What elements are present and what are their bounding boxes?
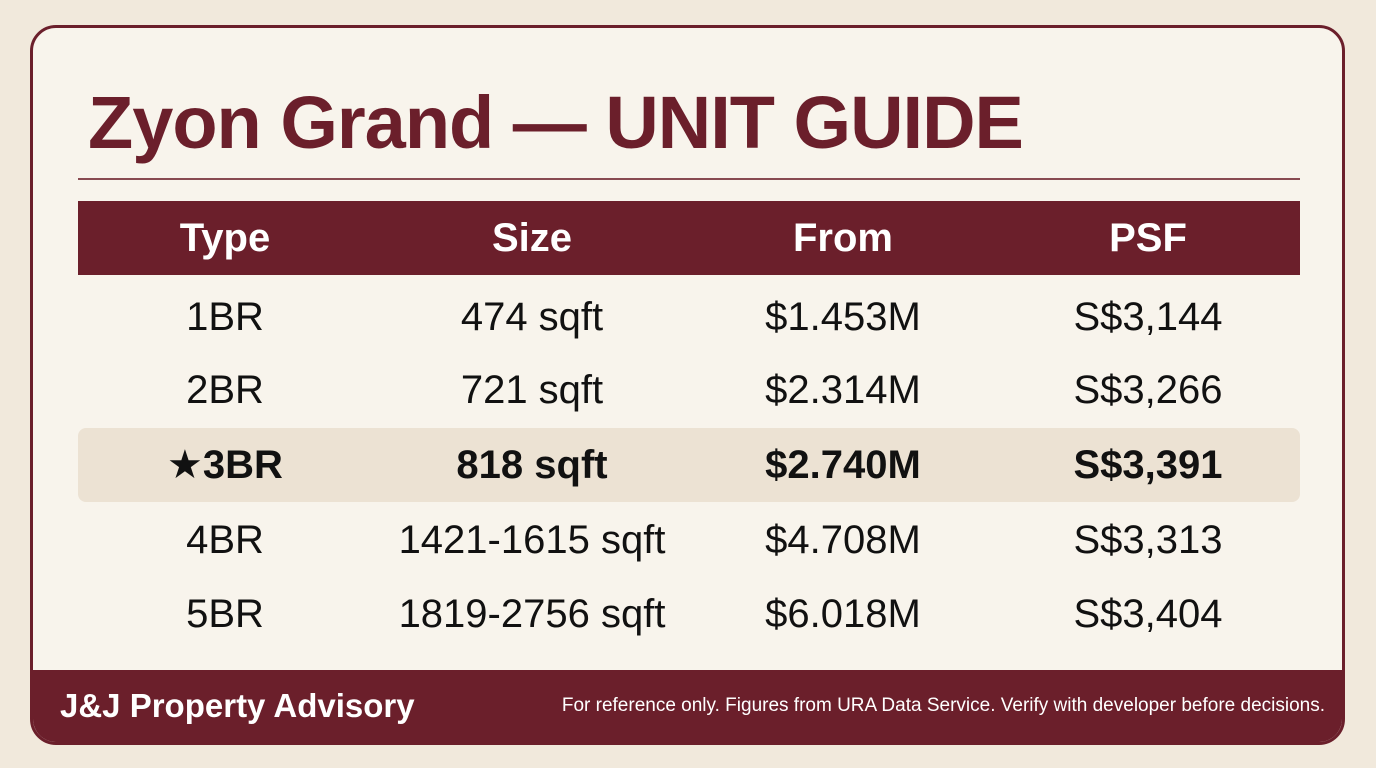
disclaimer: For reference only. Figures from URA Dat… bbox=[561, 695, 1325, 716]
column-header: Type bbox=[179, 216, 271, 260]
table-row: 1BR 474 sqft $1.453M S$3,144 bbox=[78, 280, 1300, 354]
cell: $6.018M bbox=[765, 592, 921, 636]
table-row: 4BR 1421-1615 sqft $4.708M S$3,313 bbox=[78, 503, 1300, 577]
cell: 474 sqft bbox=[460, 295, 604, 339]
column-header: Size bbox=[491, 216, 573, 260]
title: Zyon Grand — UNIT GUIDE bbox=[88, 81, 1024, 164]
table-row: 2BR 721 sqft $2.314M S$3,266 bbox=[78, 353, 1300, 427]
cell: 721 sqft bbox=[460, 368, 604, 412]
cell: S$3,313 bbox=[1073, 518, 1223, 562]
cell: $1.453M bbox=[765, 295, 921, 339]
table-header: Type Size From PSF bbox=[78, 201, 1300, 275]
cell: S$3,391 bbox=[1073, 443, 1223, 487]
column-header: PSF bbox=[1109, 216, 1187, 260]
cell: 1421-1615 sqft bbox=[398, 518, 666, 562]
cell: 2BR bbox=[186, 368, 264, 412]
cell: S$3,404 bbox=[1073, 592, 1223, 636]
highlighted-row: ★3BR 818 sqft $2.740M S$3,391 bbox=[78, 428, 1300, 502]
divider bbox=[78, 178, 1300, 180]
cell: S$3,266 bbox=[1073, 368, 1223, 412]
cell: 818 sqft bbox=[456, 443, 608, 487]
column-header: From bbox=[793, 216, 893, 260]
cell: $2.314M bbox=[765, 368, 921, 412]
cell: ★3BR bbox=[167, 443, 283, 487]
card: Zyon Grand — UNIT GUIDE Type Size From P… bbox=[30, 25, 1345, 745]
footer: J&J Property Advisory For reference only… bbox=[33, 670, 1342, 742]
cell: $4.708M bbox=[765, 518, 921, 562]
cell: 1819-2756 sqft bbox=[398, 592, 666, 636]
cell: 5BR bbox=[186, 592, 264, 636]
cell: S$3,144 bbox=[1073, 295, 1223, 339]
cell: 4BR bbox=[186, 518, 264, 562]
cell: 1BR bbox=[186, 295, 264, 339]
cell: $2.740M bbox=[765, 443, 921, 487]
table-row: 5BR 1819-2756 sqft $6.018M S$3,404 bbox=[78, 577, 1300, 651]
brand: J&J Property Advisory bbox=[60, 687, 415, 724]
